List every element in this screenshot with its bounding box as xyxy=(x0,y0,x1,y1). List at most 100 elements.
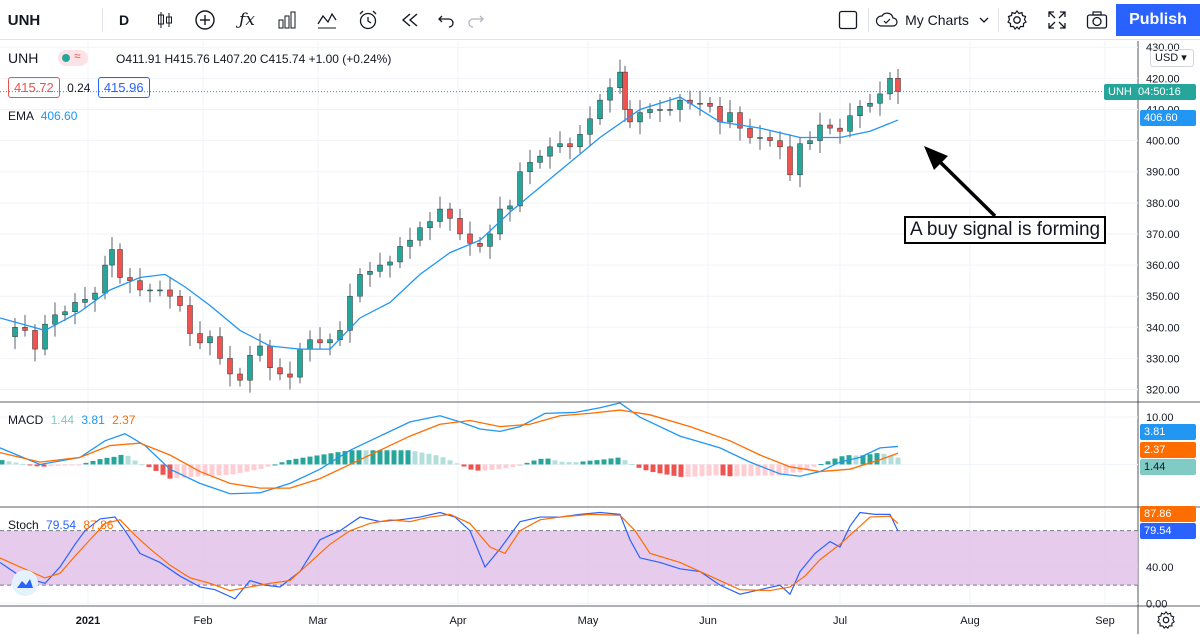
undo-icon[interactable] xyxy=(434,0,458,40)
candle-body xyxy=(437,208,443,222)
macd-histogram-bar xyxy=(762,464,768,476)
chart-canvas[interactable]: 320.00 330.00 340.00 350.00 360.00 370.00 380.… xyxy=(0,40,1200,634)
macd-histogram-bar xyxy=(678,464,684,477)
my-charts-button[interactable]: My Charts xyxy=(905,12,969,28)
macd-histogram-bar xyxy=(62,464,68,466)
stoch-k-line xyxy=(0,511,899,600)
macd-histogram-bar xyxy=(27,464,33,466)
macd-histogram-bar xyxy=(104,457,110,465)
macd-histogram-bar xyxy=(265,464,271,467)
candle-body xyxy=(407,239,413,247)
macd-histogram-bar xyxy=(412,451,418,465)
macd-histogram-bar xyxy=(804,464,810,470)
symbol-search-button[interactable]: UNH xyxy=(7,11,41,29)
macd-histogram-bar xyxy=(790,464,796,473)
time-axis-label: Feb xyxy=(194,615,213,627)
interval-button[interactable]: D xyxy=(118,12,130,28)
macd-histogram-bar xyxy=(447,460,453,465)
line-chart-icon[interactable] xyxy=(314,0,340,40)
macd-histogram-bar xyxy=(314,455,320,465)
redo-icon[interactable] xyxy=(464,0,488,40)
candle-body xyxy=(857,106,863,116)
macd-histogram-bar xyxy=(706,464,712,476)
macd-histogram-bar xyxy=(272,464,278,466)
currency-select[interactable]: USD ▾ xyxy=(1150,49,1194,67)
macd-signal-value: 2.37 xyxy=(112,413,136,427)
macd-histogram-bar xyxy=(832,458,838,465)
candle-body xyxy=(797,143,803,176)
macd-histogram-bar xyxy=(783,464,789,474)
candle-body xyxy=(327,339,333,344)
wave-icon: ≈ xyxy=(74,49,81,63)
macd-histogram-bar xyxy=(0,460,5,465)
price-axis-tick-label: 400.00 xyxy=(1146,136,1180,148)
candle-body xyxy=(507,205,513,210)
time-axis-label: Sep xyxy=(1095,615,1115,627)
macd-histogram-bar xyxy=(48,464,54,467)
candle-body xyxy=(157,289,163,292)
macd-histogram-bar xyxy=(6,461,12,465)
gear-icon[interactable] xyxy=(1004,0,1030,40)
time-axis-label: Aug xyxy=(960,615,980,627)
scale-settings-gear-icon[interactable] xyxy=(1156,610,1176,635)
price-axis-tick-label: 0.00 xyxy=(1146,598,1167,610)
price-axis-tick-label: 370.00 xyxy=(1146,229,1180,241)
toolbar-divider xyxy=(102,8,103,32)
layout-square-icon[interactable] xyxy=(836,0,860,40)
fx-icon[interactable]: ƒx xyxy=(239,10,255,30)
candle-body xyxy=(527,162,533,172)
macd-histogram-bar xyxy=(566,462,572,465)
stoch-legend: Stoch 79.54 87.86 xyxy=(8,518,113,532)
macd-histogram-bar xyxy=(300,457,306,465)
macd-histogram-bar xyxy=(818,464,824,466)
macd-histogram-bar xyxy=(279,462,285,465)
legend-ohlc: O411.91 H415.76 L407.20 C415.74 +1.00 (+… xyxy=(116,52,392,66)
sell-price-button[interactable]: 415.72 xyxy=(8,77,60,98)
macd-histogram-bar xyxy=(755,464,761,476)
publish-button[interactable]: Publish xyxy=(1116,4,1200,36)
candle-body xyxy=(127,277,133,281)
macd-histogram-bar xyxy=(13,462,19,465)
macd-histogram-bar xyxy=(132,460,138,465)
macd-histogram-bar xyxy=(440,457,446,465)
tradingview-logo-icon[interactable] xyxy=(12,570,38,596)
stoch-d-line xyxy=(0,513,899,592)
candle-body xyxy=(277,367,283,375)
macd-histogram-bar xyxy=(97,459,103,465)
candle-body xyxy=(307,339,313,350)
camera-icon[interactable] xyxy=(1084,0,1110,40)
annotation-callout[interactable]: A buy signal is forming xyxy=(904,216,1107,244)
macd-histogram-bar xyxy=(629,463,635,465)
macd-histogram-bar xyxy=(657,464,663,474)
ema-label: EMA xyxy=(8,109,34,123)
macd-histogram-bar xyxy=(461,464,467,467)
replay-icon[interactable] xyxy=(397,0,423,40)
macd-histogram-bar xyxy=(293,458,299,465)
candles-icon[interactable] xyxy=(152,0,178,40)
price-axis-tick-label: 40.00 xyxy=(1146,562,1174,574)
bar-chart-icon[interactable] xyxy=(274,0,300,40)
candle-body xyxy=(72,302,78,312)
macd-histogram-bar xyxy=(377,450,383,465)
macd-histogram-bar xyxy=(622,460,628,465)
fullscreen-icon[interactable] xyxy=(1044,0,1070,40)
cloud-icon xyxy=(874,0,900,40)
price-axis-tick-label: 320.00 xyxy=(1146,385,1180,397)
macd-histogram-bar xyxy=(643,464,649,471)
candle-body xyxy=(12,327,18,337)
spread-value: 0.24 xyxy=(67,81,91,95)
stoch-label: Stoch xyxy=(8,518,39,532)
add-indicator-icon[interactable] xyxy=(192,0,218,40)
alert-clock-icon[interactable] xyxy=(355,0,381,40)
macd-histogram-bar xyxy=(727,464,733,477)
candle-body xyxy=(32,330,38,350)
macd-histogram-bar xyxy=(524,462,530,465)
macd-histogram-bar xyxy=(510,464,516,468)
macd-histogram-bar xyxy=(713,464,719,476)
chevron-down-icon[interactable] xyxy=(976,0,992,40)
buy-price-button[interactable]: 415.96 xyxy=(97,77,150,98)
candle-body xyxy=(847,115,853,132)
macd-histogram-bar xyxy=(538,458,544,465)
macd-histogram-bar xyxy=(475,464,481,471)
ema-line xyxy=(0,96,899,350)
